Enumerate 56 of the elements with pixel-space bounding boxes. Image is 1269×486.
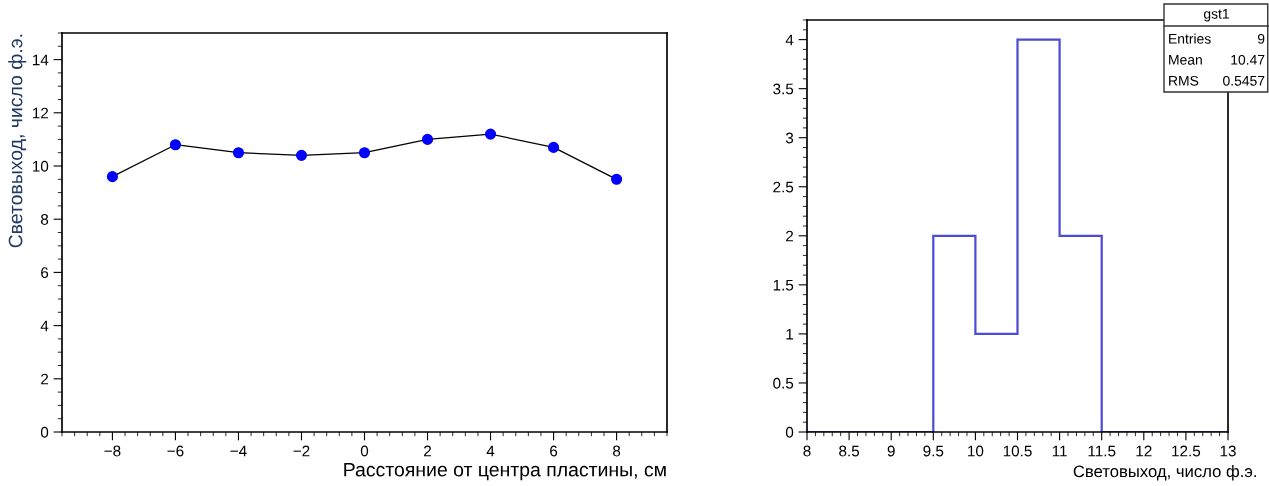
point [358, 147, 371, 159]
x-tick-label: −4 [230, 445, 247, 457]
x-tick-label: 12.5 [1172, 445, 1201, 457]
y-tick-label: 2.5 [773, 181, 794, 193]
text: 10.47 [1231, 54, 1265, 65]
annotation: gst1 [1203, 9, 1229, 22]
y-tick-label: 0 [785, 426, 794, 438]
annotation: Mean [1169, 55, 1202, 65]
x-tick-label: 0 [360, 445, 369, 457]
x-axis-title: Расстояние от центра пластины, см [344, 462, 666, 481]
x-tick-label: 8 [803, 445, 811, 457]
text: 9 [1257, 33, 1265, 44]
point [484, 128, 497, 140]
x-tick-label: −6 [167, 445, 184, 457]
x-tick-label: 11.5 [1088, 445, 1116, 457]
y-tick-label: 10 [32, 160, 49, 172]
x-tick-label: 8 [613, 445, 621, 457]
annotation: 0.5457 [1223, 75, 1265, 86]
x-tick-label: 9 [887, 445, 895, 457]
y-tick-label: 4 [785, 34, 794, 46]
point [169, 139, 181, 151]
x-tick-label: −8 [104, 445, 121, 457]
y-tick-label: 2 [41, 373, 49, 385]
y-tick-label: 3 [785, 132, 794, 144]
y-tick-label: 6 [41, 267, 49, 279]
x-tick-label: 9.5 [923, 445, 944, 457]
x-tick-label: 4 [486, 445, 495, 457]
annotation: Entries [1169, 33, 1211, 44]
y-tick-label: 14 [32, 54, 49, 66]
y-tick-label: 4 [40, 320, 49, 332]
x-axis-title: Световыход, число ф.э. [1073, 464, 1256, 481]
x-tick-label: 10 [968, 445, 984, 457]
x-tick-label: −2 [293, 445, 310, 457]
y-tick-label: 1.5 [773, 279, 794, 291]
point [295, 149, 308, 161]
y-tick-label: 0.5 [773, 377, 794, 389]
x-tick-label: 2 [424, 445, 431, 457]
point [611, 173, 623, 185]
y-axis-title: Световыход, число ф.э. [8, 34, 27, 248]
point [106, 171, 118, 183]
point [232, 147, 245, 159]
x-tick-label: 11 [1052, 445, 1067, 457]
point [421, 133, 434, 145]
x-tick-label: 8.5 [839, 445, 860, 457]
x-tick-label: 13 [1220, 445, 1236, 457]
x-tick-label: 12 [1136, 445, 1152, 457]
y-tick-label: 0 [40, 426, 49, 438]
point [548, 141, 560, 153]
x-tick-label: 10.5 [1003, 445, 1032, 457]
y-tick-label: 3.5 [773, 83, 794, 95]
y-tick-label: 12 [32, 107, 49, 119]
x-tick-label: 6 [550, 445, 558, 457]
annotation: RMS [1169, 75, 1199, 86]
y-tick-label: 1 [786, 328, 794, 340]
y-tick-label: 2 [786, 230, 794, 242]
y-tick-label: 8 [40, 214, 49, 225]
